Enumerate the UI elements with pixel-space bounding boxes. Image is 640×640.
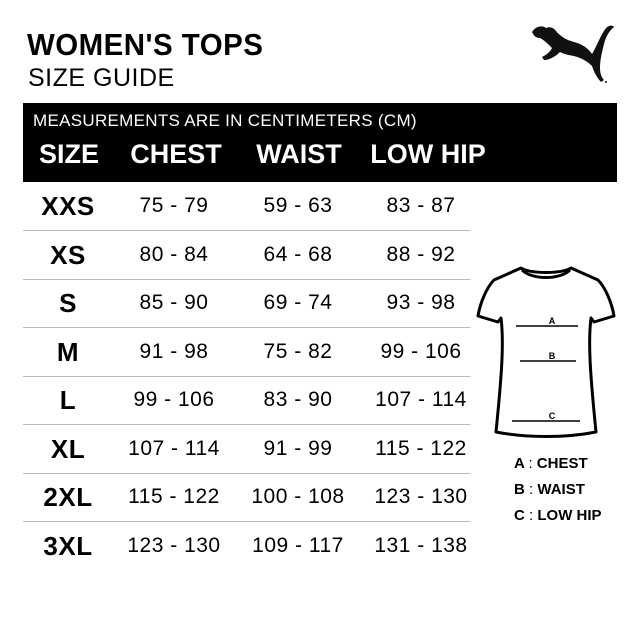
table-row: S 85 - 90 69 - 74 93 - 98 bbox=[23, 279, 470, 328]
measurement-cell: 100 - 108 bbox=[251, 485, 345, 508]
measurement-cell: 99 - 106 bbox=[380, 339, 462, 363]
measurement-cell: 75 - 79 bbox=[139, 194, 209, 217]
size-label: S bbox=[59, 288, 77, 318]
measurement-cell: 99 - 106 bbox=[133, 388, 215, 411]
measurement-cell: 131 - 138 bbox=[374, 533, 468, 557]
measurement-cell: 107 - 114 bbox=[128, 436, 220, 460]
shirt-diagram: A B C bbox=[476, 266, 616, 438]
measurement-cell: 115 - 122 bbox=[375, 436, 467, 460]
table-row: XL 107 - 114 91 - 99 115 - 122 bbox=[23, 425, 470, 474]
measurement-cell: 115 - 122 bbox=[128, 485, 220, 508]
legend-item-waist: B : WAIST bbox=[514, 481, 585, 498]
table-row: L 99 - 106 83 - 90 107 - 114 bbox=[23, 376, 470, 425]
legend-label: CHEST bbox=[536, 455, 588, 472]
measurement-cell: 123 - 130 bbox=[374, 485, 468, 508]
column-header-chest: CHEST bbox=[130, 139, 222, 169]
size-label: XL bbox=[50, 433, 86, 464]
size-label: XS bbox=[50, 239, 86, 270]
measurement-cell: 69 - 74 bbox=[263, 291, 333, 314]
legend-item-chest: A : CHEST bbox=[514, 455, 588, 472]
column-header-low-hip: LOW HIP bbox=[370, 139, 486, 169]
table-header: MEASUREMENTS ARE IN CENTIMETERS (CM) SIZ… bbox=[23, 103, 617, 182]
legend-key: B bbox=[514, 481, 525, 498]
legend-item-low-hip: C : LOW HIP bbox=[514, 507, 602, 524]
table-row: 2XL 115 - 122 100 - 108 123 - 130 bbox=[23, 473, 470, 522]
size-label: 3XL bbox=[43, 530, 93, 561]
measurement-cell: 91 - 99 bbox=[263, 436, 333, 460]
title: WOMEN'S TOPS bbox=[27, 27, 264, 62]
legend-key: C bbox=[514, 507, 525, 524]
size-label: 2XL bbox=[43, 482, 93, 512]
units-note: MEASUREMENTS ARE IN CENTIMETERS (CM) bbox=[33, 111, 417, 130]
measurement-cell: 59 - 63 bbox=[263, 194, 333, 217]
column-header-waist: WAIST bbox=[256, 139, 342, 169]
measurement-cell: 64 - 68 bbox=[263, 242, 333, 266]
table-row: M 91 - 98 75 - 82 99 - 106 bbox=[23, 328, 470, 377]
measurement-cell: 91 - 98 bbox=[139, 339, 209, 363]
legend-sep: : bbox=[528, 455, 533, 472]
subtitle: SIZE GUIDE bbox=[28, 64, 175, 92]
legend-key: A bbox=[514, 455, 525, 472]
puma-logo-icon bbox=[532, 25, 614, 83]
measurement-cell: 93 - 98 bbox=[386, 291, 456, 314]
size-label: XXS bbox=[41, 191, 95, 221]
measurement-cell: 75 - 82 bbox=[263, 339, 333, 363]
measurement-cell: 83 - 87 bbox=[386, 194, 456, 217]
measurement-cell: 83 - 90 bbox=[263, 388, 333, 411]
marker-a: A bbox=[549, 316, 556, 326]
column-header-size: SIZE bbox=[38, 139, 100, 169]
table-row: XXS 75 - 79 59 - 63 83 - 87 bbox=[23, 182, 470, 231]
measurement-cell: 107 - 114 bbox=[375, 388, 467, 411]
table-row: 3XL 123 - 130 109 - 117 131 - 138 bbox=[23, 522, 470, 570]
measurement-cell: 123 - 130 bbox=[127, 533, 221, 557]
marker-b: B bbox=[549, 351, 556, 361]
marker-c: C bbox=[549, 411, 556, 421]
measurement-cell: 109 - 117 bbox=[252, 533, 344, 557]
legend-label: WAIST bbox=[537, 481, 585, 498]
size-label: M bbox=[56, 336, 80, 367]
measurement-cell: 85 - 90 bbox=[139, 291, 209, 314]
legend-sep: : bbox=[529, 507, 534, 524]
legend-sep: : bbox=[529, 481, 534, 498]
table-row: XS 80 - 84 64 - 68 88 - 92 bbox=[23, 231, 470, 280]
measurement-cell: 88 - 92 bbox=[386, 242, 456, 266]
measurement-cell: 80 - 84 bbox=[139, 242, 209, 266]
legend-label: LOW HIP bbox=[537, 507, 602, 524]
size-label: L bbox=[59, 385, 77, 415]
